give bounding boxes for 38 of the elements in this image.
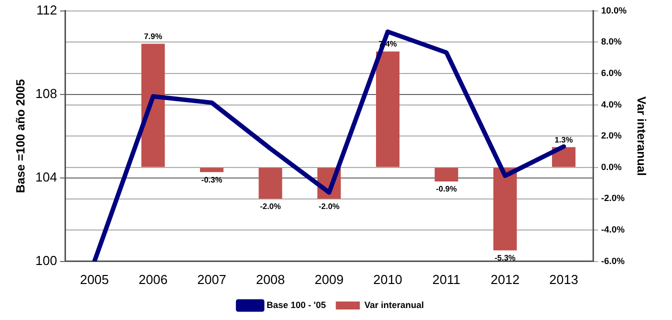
y2-tick-label: -6.0% <box>601 256 625 266</box>
bar <box>258 168 282 199</box>
x-tick-label: 2010 <box>373 272 402 287</box>
y2-tick-label: 4.0% <box>601 99 622 110</box>
x-tick-label: 2009 <box>314 272 344 287</box>
y2-axis-title: Var interanual <box>634 96 648 176</box>
bar <box>141 44 165 167</box>
x-tick-label: 2008 <box>256 272 285 287</box>
legend-label: Var interanual <box>364 300 424 310</box>
data-label: -0.9% <box>436 184 457 194</box>
data-label: -2.0% <box>260 202 281 211</box>
x-tick-label: 2006 <box>138 272 168 287</box>
y2-tick-label: 2.0% <box>601 130 622 141</box>
y2-tick-label: -2.0% <box>601 193 625 204</box>
y2-tick-label: 0.0% <box>601 162 622 172</box>
data-label: 1.3% <box>554 135 573 144</box>
data-label: -2.0% <box>318 202 340 211</box>
legend-label: Base 100 - '05 <box>266 300 326 310</box>
y-tick-label: 108 <box>35 86 58 101</box>
bar <box>376 52 400 167</box>
y2-tick-label: -4.0% <box>601 224 625 235</box>
y2-tick-label: 8.0% <box>601 36 622 47</box>
x-tick-label: 2005 <box>80 272 109 287</box>
y-tick-label: 104 <box>35 169 58 184</box>
bar <box>493 168 517 250</box>
x-tick-label: 2007 <box>197 272 226 287</box>
x-tick-label: 2011 <box>432 272 460 287</box>
bar <box>434 168 458 182</box>
y-tick-label: 100 <box>35 252 58 268</box>
y2-tick-label: 10.0% <box>601 5 627 16</box>
y-axis-title: Base =100 año 2005 <box>14 78 28 193</box>
x-tick-label: 2012 <box>490 272 520 287</box>
y-tick-label: 112 <box>36 2 58 18</box>
data-label: 7.9% <box>144 32 162 41</box>
x-tick-label: 2013 <box>549 272 578 287</box>
bar <box>200 168 224 172</box>
y2-tick-label: 6.0% <box>601 68 622 78</box>
data-label: -5.3% <box>494 254 516 263</box>
